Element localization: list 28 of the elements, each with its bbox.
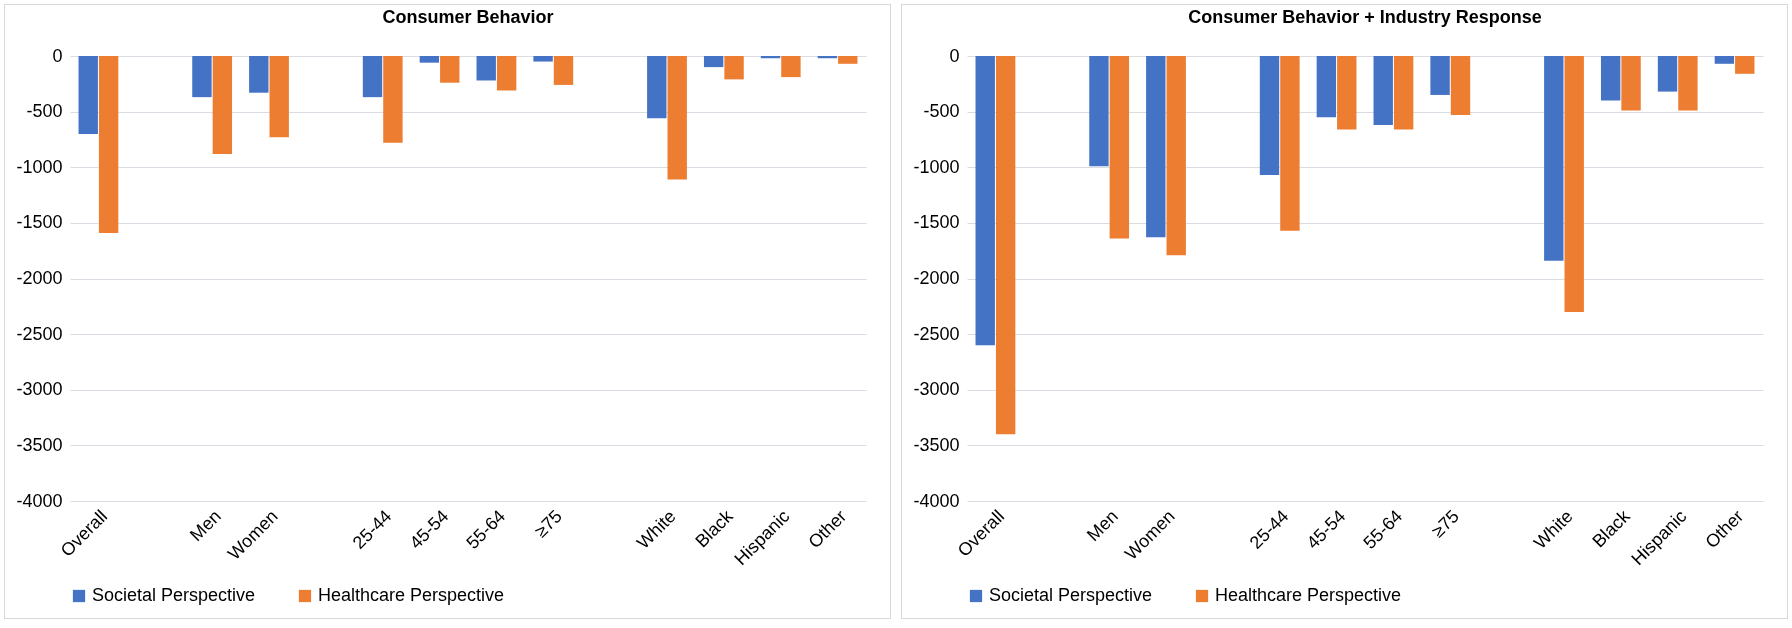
legend-label: Healthcare Perspective: [318, 585, 505, 605]
x-tick-label: ≥75: [530, 506, 567, 542]
y-tick-label: -2000: [16, 268, 63, 288]
y-tick-label: -1000: [16, 156, 63, 177]
y-tick-label: -1500: [16, 212, 63, 233]
chart-title: Consumer Behavior + Industry Response: [1188, 7, 1542, 27]
legend-label: Societal Perspective: [989, 585, 1153, 605]
chart-title: Consumer Behavior: [382, 7, 554, 27]
y-tick-label: 0: [52, 45, 63, 66]
y-tick-label: -3000: [16, 379, 63, 400]
y-tick-label: -4000: [16, 490, 63, 511]
x-tick-label: Men: [185, 506, 225, 545]
y-tick-label: -1500: [913, 212, 960, 233]
y-tick-label: -2000: [913, 268, 960, 288]
y-tick-label: -500: [26, 101, 63, 122]
y-tick-label: -4000: [913, 490, 960, 511]
y-tick-label: -1000: [913, 156, 960, 177]
y-tick-label: -3000: [913, 379, 960, 400]
y-tick-label: -3500: [16, 434, 63, 455]
y-tick-label: -2500: [913, 323, 960, 344]
legend-label: Healthcare Perspective: [1215, 585, 1402, 605]
x-tick-label: Men: [1082, 506, 1122, 545]
y-tick-label: -3500: [913, 434, 960, 455]
legend-label: Societal Perspective: [92, 585, 256, 605]
y-tick-label: -500: [923, 101, 960, 122]
y-tick-label: -2500: [16, 323, 63, 344]
x-tick-label: ≥75: [1427, 506, 1464, 542]
y-tick-label: 0: [949, 45, 960, 66]
